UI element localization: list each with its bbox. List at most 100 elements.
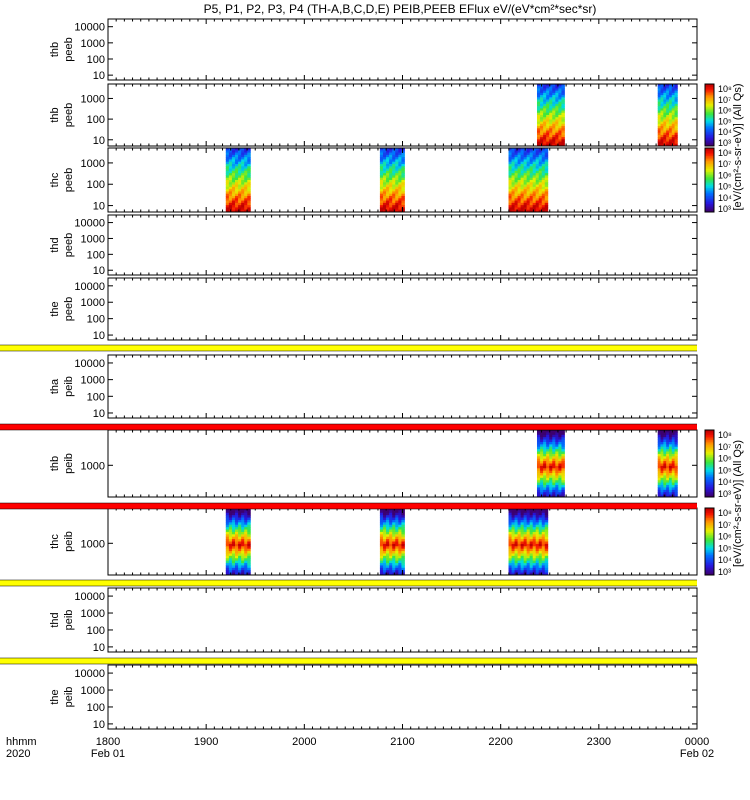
burst-1-cell bbox=[401, 177, 405, 181]
burst-2-cell bbox=[517, 515, 521, 518]
flag-bar bbox=[0, 580, 697, 586]
burst-0-cell bbox=[536, 444, 541, 448]
colorbar-frame bbox=[704, 507, 715, 576]
burst-2-cell bbox=[538, 157, 543, 160]
burst-2-cell bbox=[544, 555, 549, 559]
colorbar-cell bbox=[705, 154, 714, 157]
colorbar-cell bbox=[705, 476, 714, 479]
burst-0-cell bbox=[225, 541, 230, 545]
burst-0-cell bbox=[225, 558, 230, 562]
burst-0-cell bbox=[558, 108, 562, 111]
burst-0-cell bbox=[549, 482, 553, 486]
burst-0-cell bbox=[235, 161, 239, 165]
burst-1-cell bbox=[401, 148, 405, 151]
burst-2-cell bbox=[517, 522, 521, 526]
burst-2-cell bbox=[508, 182, 512, 185]
burst-1-cell bbox=[674, 453, 678, 457]
burst-0-cell bbox=[558, 121, 562, 125]
colorbar-cell bbox=[705, 509, 714, 512]
colorbar-cell bbox=[705, 164, 714, 166]
burst-1-cell bbox=[401, 546, 405, 550]
burst-2-cell bbox=[517, 529, 521, 533]
burst-1-cell bbox=[379, 207, 384, 211]
burst-1-cell bbox=[392, 570, 396, 573]
burst-2-cell bbox=[520, 191, 525, 195]
burst-1-cell bbox=[668, 119, 673, 123]
burst-0-cell bbox=[247, 546, 251, 550]
burst-2-cell bbox=[514, 546, 518, 550]
burst-0-cell bbox=[244, 551, 248, 554]
burst-0-cell bbox=[536, 128, 541, 131]
burst-0-cell bbox=[247, 177, 251, 181]
colorbar-cell bbox=[705, 207, 714, 210]
burst-1-cell bbox=[660, 439, 664, 443]
burst-0-cell bbox=[555, 130, 559, 134]
y-tick-label: 1000 bbox=[81, 685, 105, 697]
burst-2-cell bbox=[532, 567, 537, 571]
burst-2-cell bbox=[544, 198, 549, 201]
burst-0-cell bbox=[247, 563, 251, 566]
burst-1-cell bbox=[395, 198, 399, 201]
burst-0-cell bbox=[555, 126, 559, 129]
burst-0-cell bbox=[543, 473, 547, 476]
burst-0-cell bbox=[238, 524, 242, 528]
colorbar-cell bbox=[705, 115, 714, 117]
burst-1-cell bbox=[663, 119, 667, 123]
burst-1-cell bbox=[660, 143, 664, 147]
burst-1-cell bbox=[674, 463, 678, 467]
burst-1-cell bbox=[386, 154, 390, 158]
panel-probe-label: thb bbox=[49, 456, 61, 471]
burst-0-cell bbox=[546, 108, 550, 111]
burst-0-cell bbox=[552, 430, 556, 433]
burst-2-cell bbox=[523, 567, 528, 571]
colorbar-cell bbox=[705, 116, 714, 119]
burst-2-cell bbox=[517, 558, 521, 562]
burst-0-cell bbox=[241, 166, 245, 169]
burst-2-cell bbox=[544, 175, 549, 179]
burst-0-cell bbox=[555, 461, 559, 464]
burst-2-cell bbox=[541, 551, 546, 554]
burst-1-cell bbox=[389, 152, 393, 156]
burst-0-cell bbox=[225, 164, 230, 167]
burst-1-cell bbox=[398, 555, 402, 559]
burst-1-cell bbox=[674, 461, 678, 464]
burst-1-cell bbox=[668, 84, 673, 87]
burst-1-cell bbox=[663, 92, 667, 96]
burst-2-cell bbox=[508, 173, 512, 176]
burst-1-cell bbox=[386, 164, 390, 167]
burst-2-cell bbox=[517, 148, 521, 151]
burst-1-cell bbox=[657, 95, 661, 98]
burst-1-cell bbox=[671, 103, 675, 107]
burst-1-cell bbox=[392, 205, 396, 208]
burst-2-cell bbox=[538, 180, 543, 183]
burst-0-cell bbox=[546, 480, 550, 484]
burst-0-cell bbox=[543, 99, 547, 103]
burst-0-cell bbox=[238, 539, 242, 542]
burst-1-cell bbox=[398, 157, 402, 160]
panel-type-label: peeb bbox=[63, 168, 75, 192]
burst-1-cell bbox=[382, 164, 387, 167]
burst-1-cell bbox=[386, 157, 390, 160]
burst-0-cell bbox=[540, 439, 544, 443]
burst-2-cell bbox=[514, 205, 518, 208]
burst-1-cell bbox=[663, 487, 667, 491]
burst-1-cell bbox=[386, 548, 390, 552]
burst-0-cell bbox=[540, 101, 544, 105]
burst-0-cell bbox=[543, 117, 547, 120]
burst-0-cell bbox=[247, 184, 251, 188]
burst-1-cell bbox=[401, 558, 405, 562]
burst-1-cell bbox=[382, 524, 387, 528]
burst-1-cell bbox=[660, 103, 664, 107]
burst-1-cell bbox=[386, 508, 390, 511]
x-tick-label: 2200 bbox=[488, 736, 512, 748]
burst-0-cell bbox=[238, 161, 242, 165]
burst-1-cell bbox=[666, 95, 670, 98]
colorbar-cell bbox=[705, 455, 714, 458]
burst-1-cell bbox=[674, 477, 678, 481]
burst-2-cell bbox=[520, 198, 525, 201]
burst-0-cell bbox=[536, 90, 541, 94]
burst-1-cell bbox=[674, 141, 678, 145]
colorbar-cell bbox=[705, 533, 714, 536]
burst-2-cell bbox=[508, 193, 512, 197]
